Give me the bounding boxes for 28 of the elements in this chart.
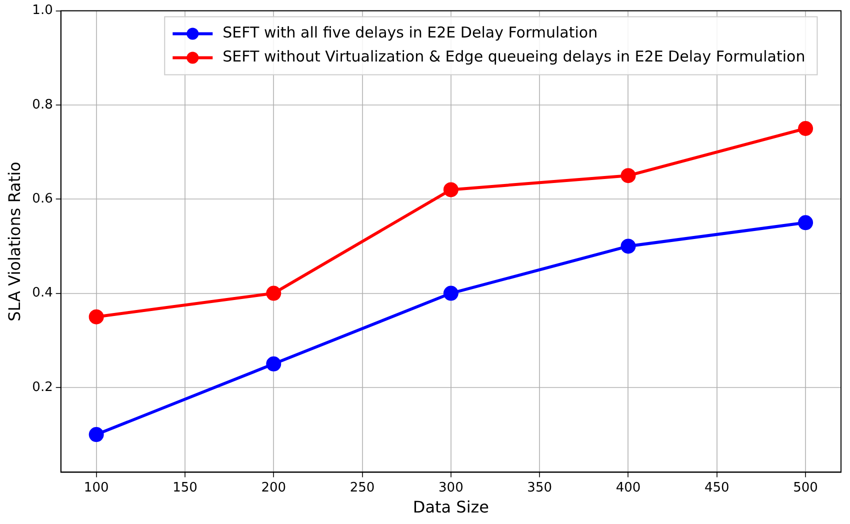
- x-tick-label: 250: [350, 480, 375, 496]
- x-tick-label: 300: [438, 480, 464, 496]
- point: [620, 168, 636, 184]
- x-tick-label: 200: [261, 480, 286, 496]
- x-tick-label: 150: [172, 480, 198, 496]
- x-tick-label: 450: [704, 480, 730, 496]
- point: [266, 356, 282, 372]
- y-tick-label: 1.0: [32, 3, 53, 18]
- x-axis-title: Data Size: [412, 498, 490, 517]
- x-tick-label: 400: [616, 480, 641, 496]
- point: [443, 182, 458, 198]
- x-tick-label: 100: [84, 480, 109, 496]
- y-tick-label: 0.6: [32, 192, 53, 206]
- y-tick-label: 0.2: [32, 380, 53, 395]
- y-tick-label: 0.8: [32, 97, 53, 112]
- legend-label: SEFT with all five delays in E2E Delay Formulation: [222, 24, 598, 42]
- x-tick-label: 350: [527, 480, 552, 496]
- y-tick-label: 0.4: [32, 286, 53, 301]
- point: [266, 286, 282, 301]
- y-axis-title: SLA Violations Ratio: [4, 162, 24, 322]
- point: [798, 121, 814, 136]
- point: [443, 286, 458, 301]
- point: [798, 215, 814, 230]
- legend-label: SEFT without Virtualization & Edge queueing delays in E2E Delay Formulation: [222, 48, 806, 66]
- point: [88, 427, 104, 442]
- point: [88, 309, 104, 324]
- point: [620, 238, 636, 254]
- x-tick-label: 500: [793, 480, 818, 496]
